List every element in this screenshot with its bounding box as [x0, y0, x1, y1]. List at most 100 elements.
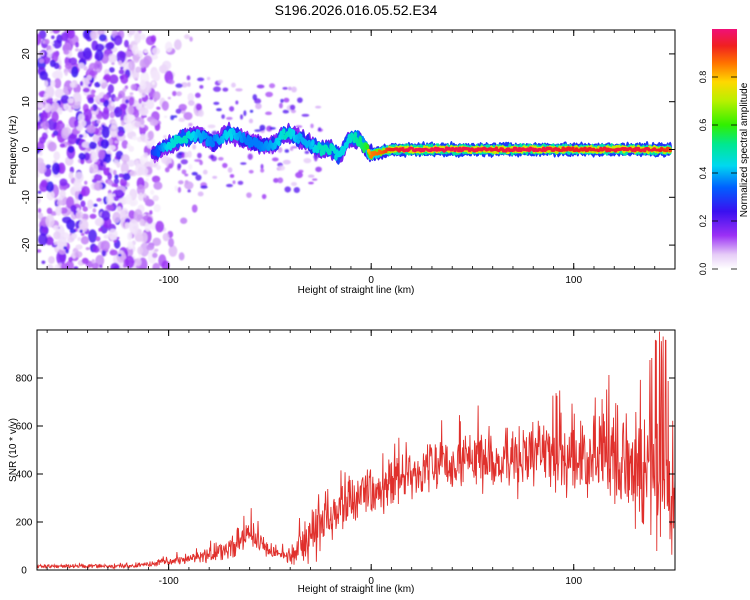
- spectrogram-ridge-cell: [571, 146, 575, 150]
- spectrogram-noise-blob: [92, 135, 100, 143]
- spectrogram-xtick-label: 0: [368, 275, 374, 286]
- spectrogram-noise-blob: [120, 154, 130, 163]
- spectrogram-noise-blob: [47, 141, 57, 152]
- spectrogram-noise-blob: [135, 66, 142, 73]
- spectrogram-streak-blob: [231, 82, 236, 88]
- spectrogram-noise-blob: [163, 115, 168, 119]
- spectrogram-noise-blob: [91, 262, 99, 269]
- spectrogram-noise-blob: [96, 113, 102, 119]
- spectrogram-noise-blob: [94, 81, 101, 88]
- spectrogram-noise-blob: [69, 166, 75, 174]
- spectrogram-noise-blob: [126, 143, 131, 150]
- spectrogram-ridge-cell: [583, 146, 587, 150]
- spectrogram-noise-blob: [84, 180, 88, 185]
- spectrogram-noise-blob: [115, 189, 124, 199]
- spectrogram-streak-blob: [265, 91, 273, 98]
- spectrogram-noise-blob: [96, 119, 101, 124]
- spectrogram-noise-blob: [155, 164, 161, 171]
- spectrogram-noise-blob: [116, 161, 121, 168]
- spectrogram-streak-blob: [180, 159, 188, 165]
- spectrogram-noise-blob: [122, 173, 131, 181]
- spectrogram-noise-blob: [117, 60, 123, 66]
- spectrogram-streak-blob: [282, 86, 288, 90]
- spectrogram-noise-blob: [77, 236, 81, 241]
- spectrogram-streak-blob: [232, 180, 236, 185]
- spectrogram-noise-blob: [145, 178, 150, 182]
- spectrogram-noise-blob: [109, 111, 115, 119]
- spectrogram-streak-blob: [199, 84, 204, 89]
- spectrogram-noise-blob: [62, 86, 68, 94]
- spectrogram-noise-blob: [133, 109, 140, 118]
- spectrogram-noise-blob: [146, 216, 153, 224]
- spectrogram-noise-blob: [118, 173, 125, 178]
- spectrogram-noise-blob: [51, 35, 55, 40]
- spectrogram-noise-blob: [51, 111, 59, 123]
- spectrogram-streak-blob: [310, 123, 314, 129]
- spectrogram-streak-blob: [195, 174, 202, 181]
- snr-xtick-label: 100: [565, 576, 582, 587]
- spectrogram-streak-blob: [288, 86, 292, 91]
- spectrogram-streak-blob: [177, 186, 182, 193]
- spectrogram-streak-blob: [254, 129, 262, 132]
- spectrogram-noise-blob: [178, 103, 187, 111]
- spectrogram-noise-blob: [67, 146, 75, 153]
- spectrogram-noise-blob: [95, 43, 105, 52]
- spectrogram-ytick-label: -10: [21, 190, 32, 205]
- spectrogram-noise-blob: [127, 241, 134, 250]
- spectrogram-ridge-cell: [184, 138, 189, 144]
- spectrogram-streak-blob: [318, 127, 322, 132]
- spectrogram-noise-blob: [86, 124, 96, 134]
- spectrogram-noise-blob: [83, 66, 88, 71]
- spectrogram-streak-blob: [197, 152, 202, 159]
- spectrogram-noise-blob: [131, 136, 138, 141]
- spectrogram-noise-blob: [180, 82, 188, 88]
- spectrogram-noise-blob: [43, 92, 49, 100]
- spectrogram-noise-blob: [92, 203, 98, 207]
- spectrogram-streak-blob: [167, 96, 171, 100]
- spectrogram-noise-blob: [61, 127, 69, 140]
- spectrogram-noise-blob: [129, 219, 139, 235]
- spectrogram-streak-blob: [207, 124, 216, 129]
- spectrogram-noise-blob: [54, 264, 60, 269]
- colorbar-tick-label: 0.2: [698, 215, 708, 228]
- spectrogram-noise-blob: [178, 180, 184, 185]
- spectrogram-streak-blob: [277, 177, 284, 184]
- spectrogram-noise-blob: [138, 98, 142, 104]
- spectrogram-streak-blob: [217, 79, 223, 84]
- spectrogram-ridge-cell: [410, 147, 415, 150]
- spectrogram-noise-blob: [54, 88, 65, 99]
- spectrogram-noise-blob: [192, 144, 197, 150]
- spectrogram-noise-blob: [131, 44, 139, 55]
- spectrogram-noise-blob: [80, 232, 85, 237]
- spectrogram-streak-blob: [297, 97, 303, 103]
- spectrogram-streak-blob: [176, 152, 184, 159]
- spectrogram-noise-blob: [85, 247, 90, 251]
- spectrogram-noise-blob: [37, 249, 42, 253]
- spectrogram-noise-blob: [100, 240, 111, 252]
- spectrogram-noise-blob: [107, 179, 113, 186]
- spectrogram-streak-blob: [246, 192, 252, 199]
- spectrogram-noise-blob: [99, 201, 104, 205]
- spectrogram-noise-blob: [38, 151, 43, 156]
- spectrogram-noise-blob: [42, 120, 50, 131]
- spectrogram-streak-blob: [252, 94, 258, 101]
- spectrogram-noise-blob: [82, 206, 88, 212]
- spectrogram-streak-blob: [199, 160, 203, 166]
- spectrogram-noise-blob: [168, 237, 175, 248]
- snr-xtick-label: -100: [159, 576, 179, 587]
- spectrogram-noise-blob: [111, 62, 115, 66]
- spectrogram-ylabel: Frequency (Hz): [8, 116, 19, 185]
- spectrogram-noise-blob: [53, 69, 63, 81]
- spectrogram-noise-blob: [154, 248, 159, 252]
- spectrogram-noise-blob: [143, 49, 149, 54]
- spectrogram-noise-blob: [140, 66, 147, 74]
- spectrogram-noise-blob: [129, 170, 137, 177]
- spectrogram-streak-blob: [248, 169, 254, 174]
- spectrogram-noise-blob: [64, 62, 73, 70]
- snr-xlabel: Height of straight line (km): [298, 584, 415, 595]
- spectrogram-streak-blob: [200, 185, 208, 189]
- spectrogram-noise-blob: [92, 245, 100, 253]
- spectrogram-noise-blob: [73, 266, 79, 269]
